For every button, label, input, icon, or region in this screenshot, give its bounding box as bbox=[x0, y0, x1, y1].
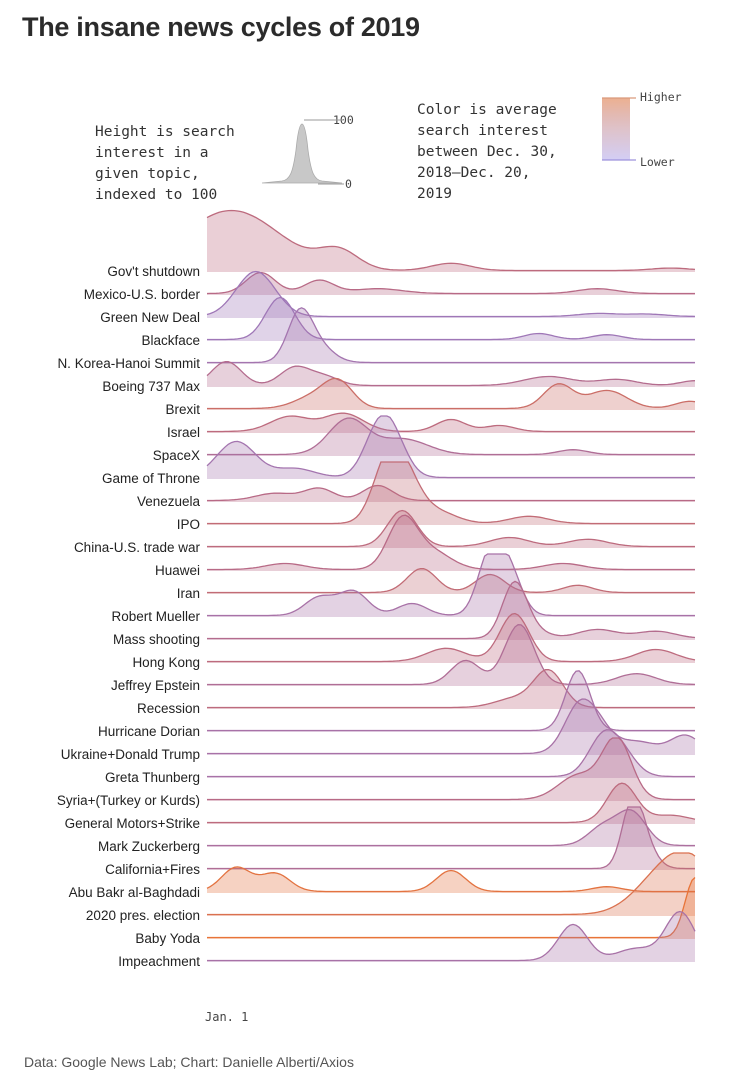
legend-color-high: Higher bbox=[640, 90, 682, 104]
series-label: Ukraine+Donald Trump bbox=[61, 747, 200, 762]
legend-color-graphic bbox=[602, 97, 636, 161]
ridge-area bbox=[207, 378, 695, 410]
series-label: Gov't shutdown bbox=[107, 264, 200, 279]
ridge-area bbox=[207, 729, 695, 778]
ridge-line bbox=[207, 737, 695, 801]
ridge-line bbox=[207, 580, 696, 640]
ridge-area bbox=[207, 624, 695, 686]
series-label: Israel bbox=[167, 425, 200, 440]
ridge-area bbox=[207, 783, 695, 824]
ridge-line bbox=[207, 624, 696, 686]
series-label: N. Korea-Hanoi Summit bbox=[57, 356, 200, 371]
legend-color-text: Color is average search interest between… bbox=[417, 102, 557, 202]
ridge-area bbox=[207, 515, 695, 571]
series-label: Game of Throne bbox=[102, 471, 200, 486]
ridge-area bbox=[207, 853, 695, 916]
ridge-line bbox=[207, 461, 695, 525]
ridge-line bbox=[207, 509, 695, 548]
ridge-line bbox=[206, 360, 696, 387]
ridge-area bbox=[207, 297, 695, 341]
series-label: IPO bbox=[177, 517, 200, 532]
ridge-area bbox=[207, 807, 695, 870]
series-label: SpaceX bbox=[153, 448, 200, 463]
ridge-line bbox=[207, 852, 696, 916]
x-axis-label: Jan. 1 bbox=[205, 1010, 248, 1024]
ridge-area bbox=[207, 568, 695, 594]
ridge-line bbox=[207, 612, 696, 663]
legend-height-text: Height is search interest in a given top… bbox=[95, 124, 235, 203]
source-note: Data: Google News Lab; Chart: Danielle A… bbox=[24, 1054, 354, 1070]
ridge-line bbox=[207, 412, 695, 433]
series-label: Huawei bbox=[155, 563, 200, 578]
series-label: Mexico-U.S. border bbox=[84, 287, 201, 302]
series-label: Abu Bakr al-Baghdadi bbox=[69, 885, 200, 900]
ridge-line bbox=[206, 270, 696, 318]
ridge-line bbox=[207, 729, 695, 778]
ridge-area bbox=[207, 613, 695, 663]
ridge-area bbox=[207, 738, 695, 801]
series-label: Jeffrey Epstein bbox=[111, 678, 200, 693]
legend-height-graphic bbox=[261, 119, 344, 185]
ridge-area bbox=[207, 418, 695, 456]
ridge-area bbox=[207, 554, 695, 617]
series-label: Iran bbox=[177, 586, 200, 601]
ridge-line bbox=[206, 866, 695, 893]
series-label: Venezuela bbox=[137, 494, 201, 509]
ridge-line bbox=[207, 877, 696, 939]
ridge-line bbox=[206, 415, 695, 479]
ridge-area bbox=[207, 911, 695, 962]
series-label: Syria+(Turkey or Kurds) bbox=[57, 793, 200, 808]
ridge-line bbox=[206, 209, 696, 272]
ridge-area bbox=[207, 670, 695, 732]
ridge-area bbox=[207, 413, 695, 433]
legend-height-min: 0 bbox=[345, 177, 352, 191]
ridge-line bbox=[207, 782, 696, 824]
series-label: Robert Mueller bbox=[111, 609, 200, 624]
series-label: California+Fires bbox=[105, 862, 200, 877]
ridge-area bbox=[207, 272, 695, 295]
ridge-line bbox=[207, 668, 695, 709]
ridge-area bbox=[207, 581, 695, 640]
ridge-line bbox=[207, 514, 695, 571]
series-label: Mass shooting bbox=[113, 632, 200, 647]
ridge-line bbox=[207, 553, 695, 617]
ridge-line bbox=[206, 271, 695, 295]
legend-color-low: Lower bbox=[640, 155, 675, 169]
ridge-line bbox=[207, 910, 696, 962]
ridge-area bbox=[207, 271, 695, 318]
ridge-line bbox=[207, 806, 695, 870]
series-label: Green New Deal bbox=[100, 310, 200, 325]
chart-title: The insane news cycles of 2019 bbox=[22, 12, 420, 42]
ridge-line bbox=[207, 307, 695, 364]
ridge-line bbox=[207, 670, 695, 732]
series-label: Brexit bbox=[165, 402, 200, 417]
ridge-area bbox=[207, 416, 695, 479]
ridge-area bbox=[207, 809, 695, 847]
series-label: China-U.S. trade war bbox=[74, 540, 201, 555]
series-label: 2020 pres. election bbox=[86, 908, 200, 923]
series-label: Recession bbox=[137, 701, 200, 716]
series-label: Impeachment bbox=[118, 954, 200, 969]
ridge-line bbox=[207, 808, 695, 847]
series-label: Hong Kong bbox=[132, 655, 200, 670]
ridge-line bbox=[207, 417, 695, 456]
ridge-area bbox=[207, 699, 695, 755]
ridge-line bbox=[207, 377, 696, 410]
series-label: Boeing 737 Max bbox=[102, 379, 200, 394]
ridge-area bbox=[207, 866, 695, 893]
ridge-line bbox=[207, 567, 695, 594]
series-label: Greta Thunberg bbox=[105, 770, 200, 785]
ridge-line bbox=[207, 484, 695, 502]
ridge-area bbox=[207, 210, 695, 272]
series-label: Blackface bbox=[141, 333, 200, 348]
series-label: Baby Yoda bbox=[135, 931, 200, 946]
series-label: Hurricane Dorian bbox=[98, 724, 200, 739]
series-label: General Motors+Strike bbox=[65, 816, 200, 831]
ridge-line bbox=[207, 296, 695, 341]
ridge-area bbox=[207, 307, 695, 364]
series-label: Mark Zuckerberg bbox=[98, 839, 200, 854]
ridge-area bbox=[207, 485, 695, 502]
